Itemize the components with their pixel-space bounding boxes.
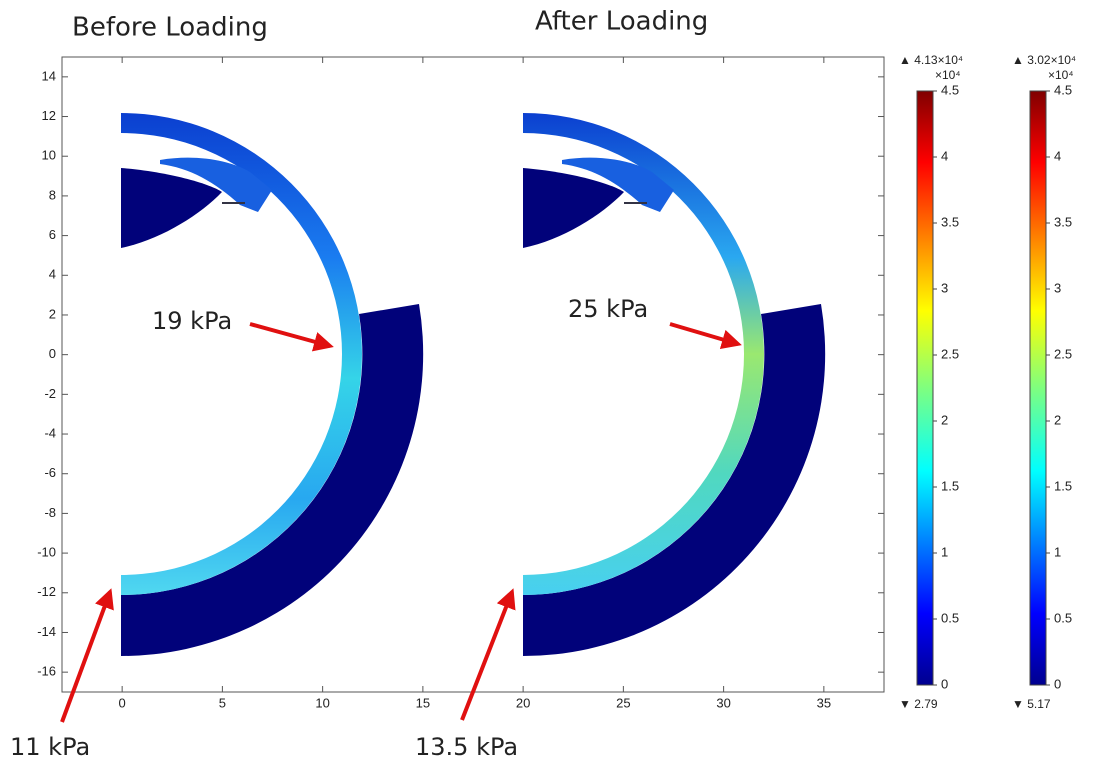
- colorbar-max: ▲ 3.02×10⁴: [1012, 53, 1076, 67]
- x-tick-label: 35: [817, 695, 831, 710]
- y-tick-label: -16: [37, 664, 56, 679]
- colorbar-tick-label: 4.5: [941, 82, 959, 97]
- x-tick-label: 0: [119, 695, 126, 710]
- colorbar-tick-label: 4: [1054, 148, 1061, 163]
- colorbar-tick-label: 1.5: [941, 478, 959, 493]
- panel-title: After Loading: [535, 7, 708, 37]
- annotation: 13.5 kPa: [415, 733, 518, 761]
- y-tick-label: -14: [37, 624, 56, 639]
- y-tick-label: -10: [37, 545, 56, 560]
- y-tick-label: -6: [44, 465, 56, 480]
- annotation: 19 kPa: [152, 307, 232, 335]
- colorbar-tick-label: 2.5: [941, 346, 959, 361]
- colorbar-tick-label: 0.5: [941, 610, 959, 625]
- annotation: 25 kPa: [568, 295, 648, 323]
- y-tick-label: 6: [49, 227, 56, 242]
- y-tick-label: -12: [37, 584, 56, 599]
- colorbar-tick-label: 0: [941, 676, 948, 691]
- colorbar-min: ▼ 2.79: [899, 697, 938, 711]
- colorbar-tick-label: 2: [941, 412, 948, 427]
- model-before: [121, 113, 424, 657]
- model-after: [523, 113, 826, 657]
- y-tick-label: -2: [44, 386, 56, 401]
- colorbar-tick-label: 2.5: [1054, 346, 1072, 361]
- y-tick-label: 14: [42, 68, 56, 83]
- y-tick-label: 2: [49, 306, 56, 321]
- y-tick-label: 0: [49, 346, 56, 361]
- colorbar-min: ▼ 5.17: [1012, 697, 1051, 711]
- y-tick-label: -4: [44, 425, 56, 440]
- x-tick-label: 15: [416, 695, 430, 710]
- colorbar-tick-label: 3.5: [941, 214, 959, 229]
- colorbar-tick-label: 2: [1054, 412, 1061, 427]
- arrows: [60, 322, 742, 723]
- y-tick-label: 12: [42, 108, 56, 123]
- colorbar-tick-label: 1.5: [1054, 478, 1072, 493]
- colorbar-tick-label: 1: [941, 544, 948, 559]
- colorbar: [1029, 90, 1047, 686]
- colorbar-tick-label: 4.5: [1054, 82, 1072, 97]
- colorbar-tick-label: 0.5: [1054, 610, 1072, 625]
- y-tick-label: 4: [49, 267, 56, 282]
- colorbar-tick-label: 0: [1054, 676, 1061, 691]
- x-tick-label: 5: [219, 695, 226, 710]
- colorbar-tick-label: 3.5: [1054, 214, 1072, 229]
- x-tick-label: 20: [516, 695, 530, 710]
- y-tick-label: 8: [49, 187, 56, 202]
- colorbar-tick-label: 1: [1054, 544, 1061, 559]
- x-tick-label: 30: [716, 695, 730, 710]
- panel-title: Before Loading: [72, 13, 268, 43]
- annotation: 11 kPa: [10, 733, 90, 761]
- colorbar-tick-label: 4: [941, 148, 948, 163]
- colorbar-max: ▲ 4.13×10⁴: [899, 53, 963, 67]
- x-tick-label: 25: [616, 695, 630, 710]
- y-tick-label: -8: [44, 505, 56, 520]
- colorbar-unit: ×10⁴: [935, 68, 961, 82]
- colorbar-tick-label: 3: [1054, 280, 1061, 295]
- x-tick-label: 10: [315, 695, 329, 710]
- colorbar-tick-label: 3: [941, 280, 948, 295]
- y-tick-label: 10: [42, 148, 56, 163]
- colorbar-unit: ×10⁴: [1048, 68, 1074, 82]
- colorbar: [916, 90, 934, 686]
